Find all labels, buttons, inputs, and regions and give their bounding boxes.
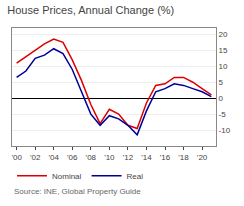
- svg-text:'12: '12: [123, 153, 134, 162]
- svg-text:House Prices, Annual Change (%: House Prices, Annual Change (%): [7, 4, 174, 16]
- svg-text:'14: '14: [141, 153, 152, 162]
- svg-text:'06: '06: [67, 153, 78, 162]
- svg-text:'18: '18: [178, 153, 189, 162]
- svg-text:Real: Real: [127, 172, 144, 181]
- svg-text:10: 10: [219, 62, 228, 71]
- svg-text:'04: '04: [49, 153, 60, 162]
- svg-text:'08: '08: [86, 153, 97, 162]
- svg-text:Source: INE, Global Property G: Source: INE, Global Property Guide: [14, 187, 141, 196]
- svg-text:'10: '10: [104, 153, 115, 162]
- svg-text:'20: '20: [197, 153, 208, 162]
- svg-text:15: 15: [219, 46, 228, 55]
- svg-text:-5: -5: [219, 110, 227, 119]
- svg-text:'00: '00: [11, 153, 22, 162]
- svg-text:20: 20: [219, 30, 228, 39]
- svg-text:0: 0: [219, 94, 224, 103]
- svg-text:-10: -10: [219, 126, 231, 135]
- svg-text:'02: '02: [30, 153, 41, 162]
- svg-text:5: 5: [219, 78, 224, 87]
- svg-text:Nominal: Nominal: [52, 172, 82, 181]
- svg-text:'16: '16: [160, 153, 171, 162]
